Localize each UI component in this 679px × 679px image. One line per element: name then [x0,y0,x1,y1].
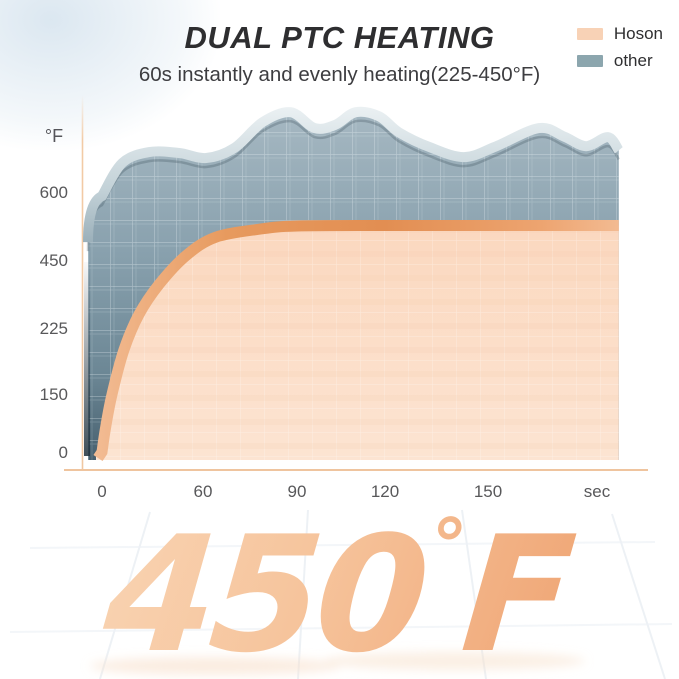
x-tick-label: 120 [371,482,399,501]
other-series-area [88,111,619,461]
legend-item-other: other [576,51,663,71]
max-temp-value: 450 [97,501,431,679]
chart-axes [64,95,648,471]
x-tick-label: 0 [97,482,106,501]
y-tick-label: 0 [59,443,68,462]
text-reflection [90,652,585,675]
x-axis-unit-label: sec [584,482,611,501]
max-temp-text: 450°F [97,501,580,679]
chart-tick-labels: 0 150 225 450 600 °F 0 60 90 120 150 sec [40,126,611,501]
y-axis-unit-label: °F [45,126,63,146]
y-tick-label: 150 [40,385,68,404]
legend-label-other: other [613,51,653,70]
legend-swatch-hoson-icon [576,28,603,40]
chart-legend: Hoson other [576,24,663,71]
legend-swatch-other-icon [576,55,603,67]
other-series-edge-shadow [86,119,620,252]
x-tick-label: 90 [288,482,307,501]
hoson-series-area [96,225,619,460]
x-tick-label: 60 [194,482,213,501]
other-series-bevel-rim [83,106,623,243]
y-tick-label: 600 [40,183,68,202]
chart-series [83,106,623,462]
degree-symbol: ° [427,504,470,588]
max-temp-unit: F [456,501,580,679]
y-tick-label: 225 [40,319,68,338]
floor-grid [9,509,673,679]
legend-item-hoson: Hoson [576,24,663,44]
other-series-grid-texture [88,111,619,461]
hoson-series-bevel-band [93,219,619,462]
y-tick-label: 450 [40,251,68,270]
legend-label-hoson: Hoson [613,24,663,43]
hoson-series-grid-texture [96,225,619,460]
x-tick-label: 150 [474,482,502,501]
